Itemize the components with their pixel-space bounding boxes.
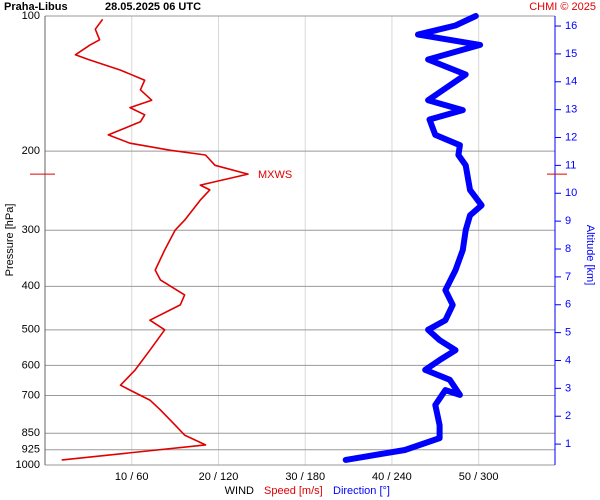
y2-tick-label: 14 — [565, 76, 577, 88]
y2-tick-label: 16 — [565, 20, 577, 32]
y2-tick-label: 3 — [565, 382, 571, 394]
x-tick-label: 40 / 240 — [372, 471, 412, 483]
x-tick-label: 30 / 180 — [285, 471, 325, 483]
y-tick-label: 500 — [22, 324, 40, 336]
y-tick-label: 300 — [22, 224, 40, 236]
y2-tick-label: 10 — [565, 187, 577, 199]
x-axis-label: WIND — [225, 485, 254, 497]
y-tick-label: 925 — [22, 444, 40, 456]
y2-tick-label: 1 — [565, 438, 571, 450]
y2-tick-label: 4 — [565, 354, 571, 366]
y2-tick-label: 6 — [565, 299, 571, 311]
y2-tick-label: 15 — [565, 48, 577, 60]
y2-tick-label: 8 — [565, 243, 571, 255]
y2-tick-label: 2 — [565, 410, 571, 422]
y-tick-label: 1000 — [16, 459, 40, 471]
x-tick-label: 50 / 300 — [459, 471, 499, 483]
credit: CHMI © 2025 — [529, 1, 596, 13]
y-tick-label: 600 — [22, 359, 40, 371]
chart-subtitle: 28.05.2025 06 UTC — [105, 1, 201, 13]
y2-tick-label: 12 — [565, 131, 577, 143]
y-tick-label: 700 — [22, 389, 40, 401]
annotation: MXWS — [258, 169, 292, 181]
y2-tick-label: 13 — [565, 104, 577, 116]
y2-tick-label: 7 — [565, 271, 571, 283]
x-axis-label-direction: Direction [°] — [333, 485, 390, 497]
y-axis-label: Pressure [hPa] — [4, 204, 16, 277]
y2-axis-label: Altitude [km] — [584, 225, 596, 286]
series-line — [342, 13, 485, 463]
chart-title: Praha-Libus — [4, 1, 68, 13]
x-axis-label-speed: Speed [m/s] — [264, 485, 323, 497]
y2-tick-label: 5 — [565, 327, 571, 339]
y-tick-label: 400 — [22, 280, 40, 292]
y-tick-label: 100 — [22, 10, 40, 22]
y-tick-label: 850 — [22, 427, 40, 439]
y-tick-label: 200 — [22, 145, 40, 157]
y2-tick-label: 11 — [565, 159, 576, 171]
x-tick-label: 10 / 60 — [115, 471, 149, 483]
x-tick-label: 20 / 120 — [199, 471, 239, 483]
y2-tick-label: 9 — [565, 215, 571, 227]
series-line — [61, 19, 249, 461]
